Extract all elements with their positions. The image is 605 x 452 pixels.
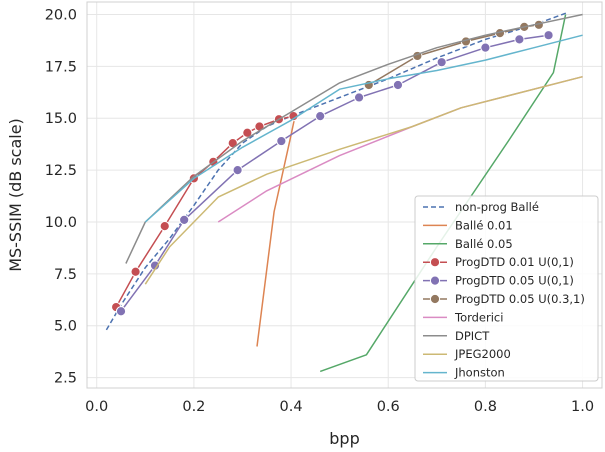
series-line-ball-0-05 [319,14,567,373]
series-progdtd-0-05-u-0-1 [115,30,554,317]
y-tick-label: 15.0 [45,111,77,127]
y-axis-label: MS-SSIM (dB scale) [6,118,25,272]
legend-marker [429,293,441,305]
data-point-progdtd-0-05-u-0-1 [232,164,243,176]
series-ball-0-05 [319,14,567,373]
series-line-jhonston [144,34,583,223]
series-line-jpeg2000 [144,75,583,285]
legend-label: non-prog Ballé [455,200,539,214]
series-layer [105,11,583,373]
data-point-progdtd-0-05-u-0-1 [436,57,447,68]
y-tick-label: 5.0 [54,319,77,335]
y-tick-label: 10.0 [45,215,77,231]
y-tick-label: 2.5 [54,371,77,387]
series-line-ball-0-01 [256,111,297,347]
data-point-progdtd-0-05-u-0-1 [315,111,326,122]
data-point-progdtd-0-05-u-0-1 [392,79,404,91]
y-tick-label: 12.5 [45,163,77,179]
data-point-progdtd-0-05-u-0-1 [179,214,190,226]
legend-label: ProgDTD 0.05 U(0,1) [455,274,574,288]
data-point-progdtd-0-05-u-0-1 [480,42,491,53]
legend-label: DPICT [455,329,490,343]
legend-label: JPEG2000 [454,347,511,361]
x-tick-label: 0.2 [182,399,205,415]
series-line-progdtd-0-05-u-0-1 [120,34,549,312]
y-tick-label: 17.5 [45,59,77,75]
x-tick-label: 0.0 [85,399,108,415]
legend: non-prog Ballé Ballé 0.01 Ballé 0.05 ProgDT… [414,195,599,382]
x-tick-labels: 0.0 0.2 0.4 0.6 0.8 1.0 [85,399,594,415]
data-point-progdtd-0-01-u-0-1 [159,221,170,232]
legend-label: Ballé 0.05 [455,237,513,251]
series-jhonston [144,34,583,223]
series-line-dpict [125,13,583,264]
legend-label: Jhonston [454,366,505,380]
data-point-progdtd-0-05-u-0-1 [353,92,365,103]
y-tick-label: 7.5 [54,267,77,283]
x-tick-label: 0.6 [377,399,400,415]
legend-label: ProgDTD 0.05 U(0.3,1) [455,292,585,306]
plot-frame [86,1,603,389]
series-ball-0-01 [256,111,297,347]
y-tick-label: 20.0 [45,7,77,23]
legend-label: ProgDTD 0.01 U(0,1) [455,255,574,269]
y-tick-labels: 2.5 5.0 7.5 10.0 12.5 15.0 17.5 20.0 [45,7,77,386]
data-point-progdtd-0-05-u-0-1 [115,306,127,317]
data-point-progdtd-0-05-u-0-1 [276,135,287,147]
legend-marker [429,257,441,268]
x-tick-label: 0.8 [474,399,497,415]
legend-marker [429,275,441,286]
x-tick-label: 0.4 [280,399,303,415]
x-axis-label: bpp [329,429,359,448]
legend-label: Torderici [454,310,503,324]
x-tick-label: 1.0 [571,399,594,415]
legend-box [414,195,599,382]
series-dpict [125,13,583,264]
data-point-progdtd-0-05-u-0-1 [514,34,525,45]
series-line-progdtd-0-01-u-0-1 [115,115,294,308]
data-point-progdtd-0-05-u-0-1 [543,30,554,41]
legend-label: Ballé 0.01 [455,218,513,232]
series-jpeg2000 [144,75,583,285]
data-point-progdtd-0-01-u-0-1 [130,266,141,277]
